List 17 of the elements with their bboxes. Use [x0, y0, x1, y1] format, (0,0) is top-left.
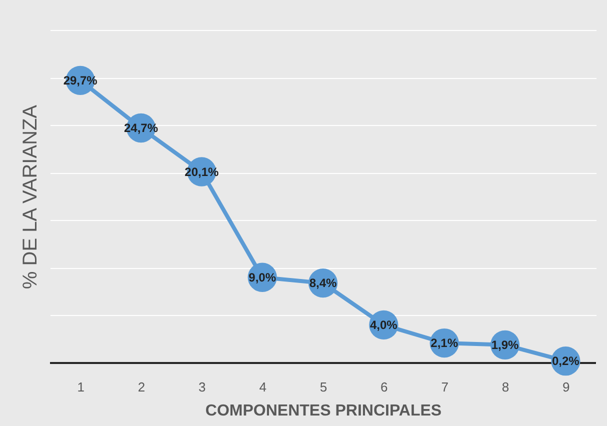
x-tick-label: 1 [77, 380, 84, 394]
x-tick-label: 4 [259, 380, 266, 394]
data-label: 2,1% [430, 336, 458, 350]
x-tick-label: 6 [380, 380, 388, 394]
y-axis-title: % DE LA VARIANZA [20, 104, 42, 290]
x-tick-label: 3 [198, 380, 206, 394]
data-label: 8,4% [309, 276, 337, 290]
x-tick-label: 2 [138, 380, 146, 394]
data-label: 1,9% [491, 338, 519, 352]
x-tick-label: 8 [502, 380, 510, 394]
x-tick-label: 7 [441, 380, 448, 394]
data-label: 4,0% [370, 318, 398, 332]
data-label: 9,0% [248, 270, 276, 284]
x-axis-title: COMPONENTES PRINCIPALES [205, 402, 442, 420]
data-label: 0,2% [552, 354, 580, 368]
x-tick-label: 9 [562, 380, 570, 394]
x-tick-label: 5 [320, 380, 328, 394]
